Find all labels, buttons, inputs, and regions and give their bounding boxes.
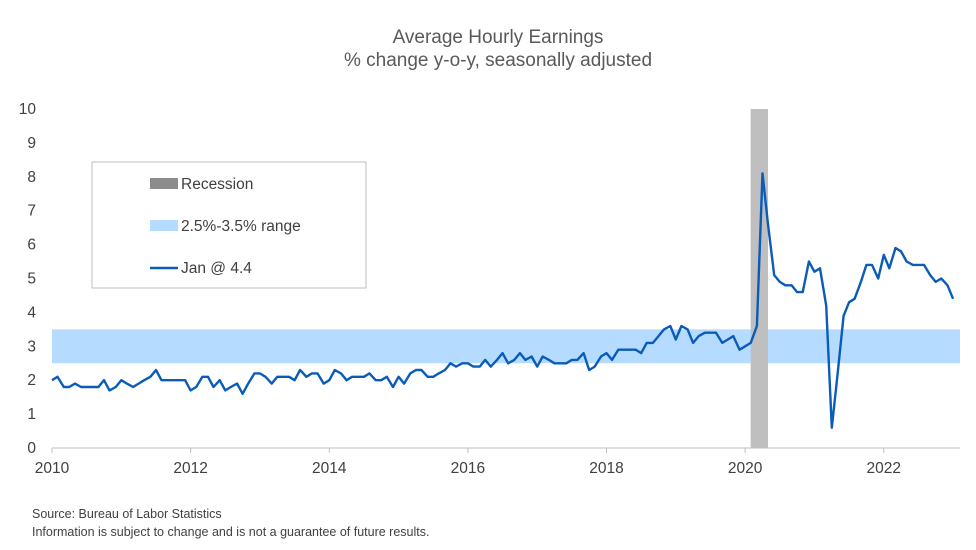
x-tick-label: 2018 — [589, 460, 623, 477]
x-tick-label: 2012 — [173, 460, 207, 477]
legend: Recession 2.5%-3.5% range Jan @ 4.4 — [91, 161, 367, 289]
x-tick-label: 2020 — [728, 460, 763, 477]
y-tick-label: 0 — [27, 440, 36, 457]
disclaimer-note: Information is subject to change and is … — [32, 525, 430, 539]
earnings-series-line — [51, 172, 955, 429]
chart-title: Average Hourly Earnings — [393, 27, 604, 48]
y-tick-label: 8 — [27, 169, 36, 186]
legend-recession-label: Recession — [181, 176, 253, 193]
legend-series-label: Jan @ 4.4 — [181, 260, 252, 277]
y-tick-label: 6 — [27, 237, 36, 254]
x-tick-label: 2014 — [312, 460, 347, 477]
x-tick-label: 2010 — [35, 460, 70, 477]
y-tick-label: 3 — [27, 338, 36, 355]
y-tick-label: 4 — [27, 304, 36, 321]
source-note: Source: Bureau of Labor Statistics — [32, 507, 222, 521]
legend-box — [91, 161, 367, 289]
y-tick-label: 10 — [19, 101, 37, 118]
legend-range-label: 2.5%-3.5% range — [181, 218, 301, 235]
y-tick-label: 5 — [27, 271, 36, 288]
legend-range-swatch — [150, 220, 178, 231]
chart-subtitle: % change y-o-y, seasonally adjusted — [344, 50, 652, 71]
y-tick-label: 7 — [27, 203, 36, 220]
y-tick-label: 9 — [27, 135, 36, 152]
x-tick-label: 2016 — [451, 460, 485, 477]
y-tick-label: 1 — [27, 406, 36, 423]
legend-recession-swatch — [150, 178, 178, 189]
y-tick-label: 2 — [27, 372, 36, 389]
x-tick-label: 2022 — [867, 460, 901, 477]
